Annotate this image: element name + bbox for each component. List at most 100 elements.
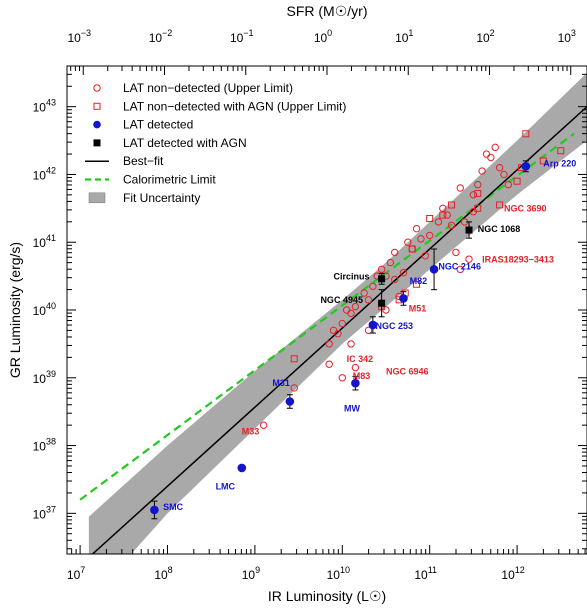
- legend-label: LAT detected with AGN: [123, 136, 247, 150]
- upper-limit-point: [325, 360, 333, 368]
- upper-limit-point: [391, 275, 399, 284]
- upper-limit-point: [474, 180, 482, 189]
- upper-limit-agn-point: [496, 201, 504, 209]
- y-tick-label: 1038: [33, 437, 56, 454]
- tick-labels: 107 108 109 1010 1011 1012 10−3 10−2 10−1 100 101 1…: [33, 28, 576, 582]
- detected-point: [429, 265, 439, 274]
- legend-label: LAT detected: [123, 118, 193, 132]
- upper-limit-point: [347, 340, 355, 348]
- legend-marker: [88, 192, 106, 204]
- top-tick-label: 102: [476, 28, 494, 45]
- upper-limit-point: [491, 143, 499, 152]
- y-axis-title: GR Luminosity (erg/s): [7, 242, 23, 378]
- point-annotation: M51: [409, 303, 427, 313]
- upper-limit-point: [404, 238, 412, 246]
- upper-limit-point: [504, 180, 513, 189]
- upper-limit-agn-point: [408, 245, 416, 253]
- upper-limit-point: [495, 163, 504, 172]
- legend-label: Best−fit: [123, 154, 164, 168]
- point-annotation: Arp 220: [543, 158, 576, 168]
- upper-limit-point: [439, 204, 447, 213]
- point-annotation: M83: [353, 371, 371, 381]
- point-annotation: NGC 3690: [504, 204, 547, 214]
- point-annotation: MW: [344, 404, 360, 414]
- legend-label: Calorimetric Limit: [123, 173, 216, 187]
- upper-limit-point: [452, 248, 460, 257]
- point-annotation: NGC 1068: [478, 224, 521, 234]
- point-annotation: NGC 2146: [438, 261, 481, 271]
- point-annotation: M82: [410, 276, 428, 286]
- detected-agn-point: [465, 226, 473, 234]
- upper-limit-point: [391, 248, 399, 257]
- y-tick-label: 1041: [33, 233, 56, 250]
- upper-limit-point: [456, 265, 464, 274]
- upper-limit-point: [412, 224, 421, 233]
- point-annotation: M31: [272, 378, 290, 388]
- y-tick-label: 1043: [33, 98, 56, 115]
- upper-limit-point: [325, 340, 333, 348]
- legend-label: LAT non−detected with AGN (Upper Limit): [123, 99, 346, 113]
- upper-limit-point: [334, 330, 342, 338]
- x-tick-label: 1012: [501, 565, 524, 582]
- upper-limit-agn-point: [539, 157, 547, 165]
- upper-limit-agn-point: [474, 189, 482, 197]
- upper-limit-point: [500, 170, 508, 179]
- upper-limit-point: [364, 326, 373, 335]
- upper-limit-point: [443, 211, 451, 219]
- x-tick-label: 109: [242, 565, 260, 582]
- upper-limit-agn-point: [557, 147, 565, 155]
- y-tick-label: 1037: [33, 504, 56, 521]
- upper-limit-point: [351, 363, 360, 372]
- detected-point: [399, 294, 408, 303]
- upper-limit-point: [347, 309, 355, 318]
- y-tick-label: 1039: [33, 369, 56, 386]
- upper-limit-agn-point: [426, 215, 434, 222]
- point-annotation: IC 342: [347, 354, 374, 364]
- upper-limit-point: [487, 153, 495, 162]
- point-annotation: NGC 253: [376, 321, 414, 331]
- upper-limit-point: [434, 218, 443, 226]
- top-tick-label: 100: [314, 28, 332, 45]
- best-fit-line: [91, 106, 587, 554]
- upper-limit-point: [482, 150, 491, 158]
- upper-limit-point: [399, 269, 408, 277]
- upper-limit-point: [469, 191, 478, 199]
- legend: LAT non−detected (Upper Limit) LAT non−de…: [85, 81, 346, 205]
- legend-label: LAT non−detected (Upper Limit): [123, 81, 293, 95]
- upper-limit-point: [465, 255, 473, 263]
- upper-limit-point: [338, 319, 346, 328]
- x-axis-title: IR Luminosity (L☉): [268, 588, 386, 604]
- fit-uncertainty-band: [88, 72, 587, 554]
- x-tick-label: 107: [67, 565, 85, 582]
- upper-limit-point: [360, 289, 368, 297]
- point-annotation: M33: [242, 427, 260, 437]
- detected-agn-point: [378, 299, 386, 307]
- upper-limit-point: [351, 302, 360, 311]
- tick-marks: [67, 66, 587, 554]
- point-annotation: LMC: [216, 482, 236, 492]
- top-tick-label: 10−3: [67, 28, 91, 45]
- upper-limit-point: [369, 282, 377, 290]
- x-tick-label: 1010: [327, 565, 350, 582]
- detected-point: [150, 505, 159, 515]
- legend-marker: [93, 84, 101, 92]
- point-annotation: SMC: [163, 502, 184, 512]
- upper-limit-agn-point: [290, 355, 298, 363]
- detected-point: [368, 320, 378, 330]
- upper-limit-agn-point: [439, 211, 447, 219]
- legend-marker: [93, 102, 101, 110]
- detected-point: [351, 378, 360, 388]
- x-tick-label: 108: [154, 565, 172, 582]
- detected-point: [237, 463, 247, 473]
- upper-limit-point: [290, 384, 298, 392]
- upper-limit-point: [259, 421, 268, 429]
- legend-label: Fit Uncertainty: [123, 191, 200, 205]
- upper-limit-agn-point: [448, 201, 456, 209]
- top-tick-label: 103: [558, 28, 576, 45]
- top-tick-label: 101: [395, 28, 413, 45]
- upper-limit-agn-point: [413, 280, 421, 288]
- top-tick-label: 10−1: [230, 28, 254, 45]
- upper-limit-agn-point: [522, 130, 530, 138]
- upper-limit-point: [421, 252, 430, 260]
